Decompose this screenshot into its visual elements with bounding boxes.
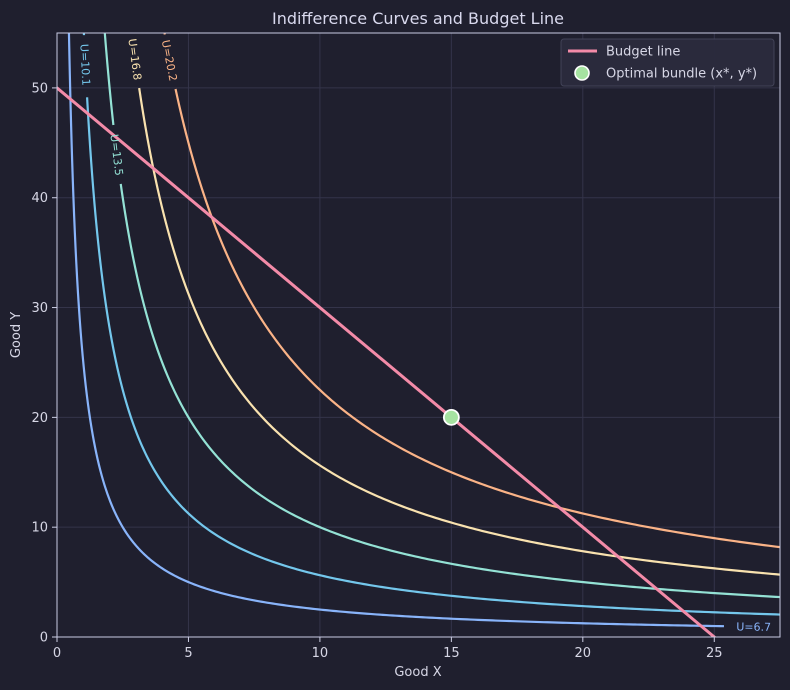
y-tick-label: 10 — [31, 521, 48, 536]
indifference-curve — [163, 33, 780, 549]
budget-line — [57, 86, 716, 637]
x-tick-label: 15 — [443, 646, 460, 661]
x-tick-label: 20 — [575, 646, 592, 661]
curve-label: U=10.1 — [77, 44, 92, 86]
y-tick-label: 30 — [31, 301, 48, 316]
optimal-point — [442, 408, 460, 426]
legend-label-budget: Budget line — [606, 45, 680, 60]
curve-label: U=20.2 — [159, 39, 180, 82]
x-axis-label: Good X — [394, 665, 441, 680]
legend-label-optimal: Optimal bundle (x*, y*) — [606, 67, 757, 82]
y-tick-label: 0 — [40, 631, 48, 646]
legend-box — [560, 38, 775, 87]
plot-area — [57, 33, 780, 637]
curve-label: U=13.5 — [107, 133, 125, 176]
plot-frame — [56, 32, 781, 638]
indifference-curve — [103, 33, 780, 599]
chart-title: Indifference Curves and Budget Line — [272, 9, 564, 28]
y-tick-label: 20 — [31, 411, 48, 426]
y-tick-label: 50 — [31, 81, 48, 96]
legend: Budget line Optimal bundle (x*, y*) — [560, 38, 775, 87]
y-tick-label: 40 — [31, 191, 48, 206]
curve-label: U=6.7 — [736, 620, 771, 634]
indifference-curve — [138, 87, 780, 576]
x-tick-label: 0 — [53, 646, 61, 661]
legend-swatch-optimal — [574, 65, 590, 81]
y-axis-label: Good Y — [9, 312, 24, 358]
x-tick-label: 25 — [706, 646, 723, 661]
x-tick-label: 5 — [184, 646, 192, 661]
indifference-curve — [69, 33, 780, 627]
x-tick-label: 10 — [312, 646, 329, 661]
curve-label: U=16.8 — [125, 38, 143, 81]
